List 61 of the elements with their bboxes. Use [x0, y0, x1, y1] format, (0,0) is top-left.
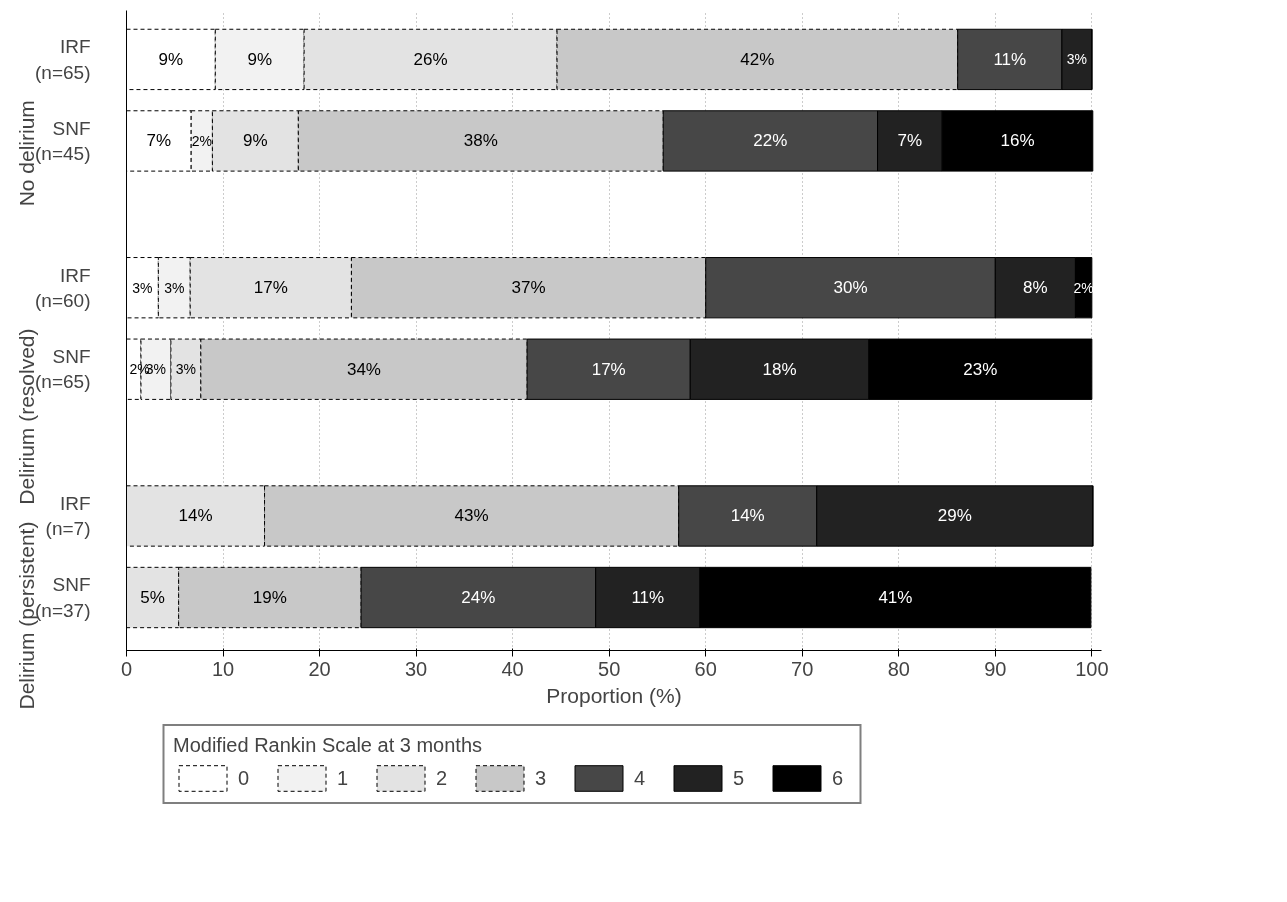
x-tick-label: 60 [694, 657, 717, 680]
legend-title: Modified Rankin Scale at 3 months [172, 734, 484, 757]
data-label: 43% [454, 506, 489, 526]
data-label: 9% [243, 131, 268, 151]
data-label: 2% [191, 132, 212, 149]
data-label: 8% [1023, 278, 1048, 298]
data-label: 17% [591, 359, 626, 379]
data-label: 7% [146, 131, 172, 151]
x-tick-label: 0 [120, 657, 133, 680]
data-label: 9% [158, 49, 184, 69]
data-label: 29% [937, 506, 972, 526]
data-label: 3% [164, 279, 185, 296]
data-label: 24% [461, 588, 496, 608]
x-tick-label: 100 [1075, 657, 1109, 680]
x-tick-label: 40 [501, 657, 524, 680]
data-label: 19% [252, 588, 287, 608]
data-label: 34% [346, 359, 381, 379]
y-tick-label: SNF (n=37) [35, 574, 91, 621]
x-tick-label: 50 [598, 657, 621, 680]
y-tick-label: SNF (n=65) [35, 346, 91, 393]
data-label: 26% [413, 49, 448, 69]
x-tick-label: 30 [404, 657, 428, 680]
text: Delirium (resolved) [15, 328, 38, 505]
legend-label: 0 [237, 766, 251, 790]
data-label: 3% [175, 361, 196, 378]
data-label: 5% [140, 588, 165, 608]
data-label: 18% [762, 359, 797, 379]
x-tick-label: 70 [791, 657, 814, 680]
x-tick-label: 20 [308, 657, 331, 680]
legend-label: 1 [336, 766, 350, 790]
data-label: 16% [1000, 131, 1035, 151]
legend-label: 5 [732, 766, 746, 790]
y-tick-label: IRF (n=65) [35, 36, 91, 83]
data-label: 14% [178, 506, 213, 526]
x-axis-title: Proportion (%) [546, 683, 682, 707]
data-label: 3% [132, 279, 153, 296]
legend-label: 3 [534, 766, 548, 790]
data-label: 11% [993, 49, 1027, 69]
data-label: 42% [740, 49, 775, 69]
data-label: 38% [463, 131, 498, 151]
data-label: 11% [631, 588, 665, 608]
data-label: 30% [833, 278, 868, 298]
legend-label: 6 [831, 766, 845, 790]
data-label: 17% [253, 278, 288, 298]
data-label: 23% [963, 359, 998, 379]
y-tick-label: IRF (n=7) [45, 492, 91, 540]
x-tick-label: 90 [984, 657, 1007, 680]
y-tick-label: IRF (n=60) [35, 264, 91, 311]
data-label: 22% [753, 131, 788, 151]
data-label: 3% [1066, 51, 1087, 68]
x-tick-label: 10 [211, 657, 235, 680]
legend-label: 2 [435, 766, 449, 790]
data-label: 37% [511, 278, 546, 298]
data-label: 41% [878, 588, 913, 608]
legend-label: 4 [633, 766, 647, 790]
x-tick-label: 80 [887, 657, 910, 680]
y-tick-label: SNF (n=45) [35, 117, 91, 165]
text: Delirium (persistent) [15, 521, 38, 710]
data-label: 14% [730, 506, 765, 526]
data-label: 7% [897, 131, 923, 151]
data-label: 9% [247, 49, 273, 69]
